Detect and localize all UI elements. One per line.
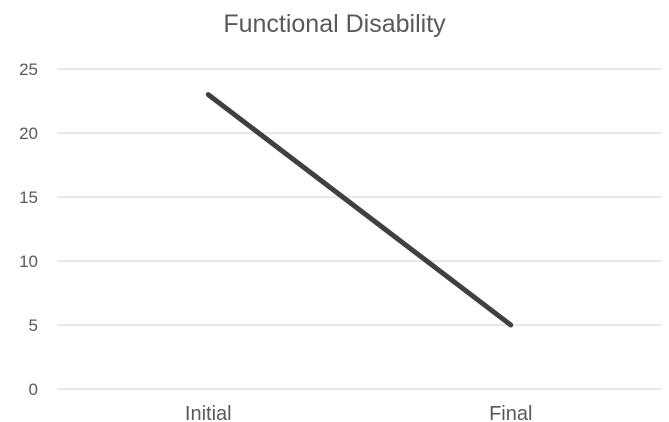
y-tick-label-0: 0 [29,380,38,399]
x-axis-category-labels: Initial Final [185,403,533,422]
y-axis-tick-labels: 0 5 10 15 20 25 [19,60,38,399]
y-tick-label-20: 20 [19,124,38,143]
y-tick-label-10: 10 [19,252,38,271]
x-category-label-final: Final [489,403,532,422]
y-tick-label-5: 5 [29,316,38,335]
y-tick-label-25: 25 [19,60,38,79]
series-layer [205,92,514,328]
chart-title: Functional Disability [223,10,446,38]
series-line-1 [205,92,514,328]
gridlines [57,68,662,390]
x-category-label-initial: Initial [185,403,232,422]
y-tick-label-15: 15 [19,188,38,207]
